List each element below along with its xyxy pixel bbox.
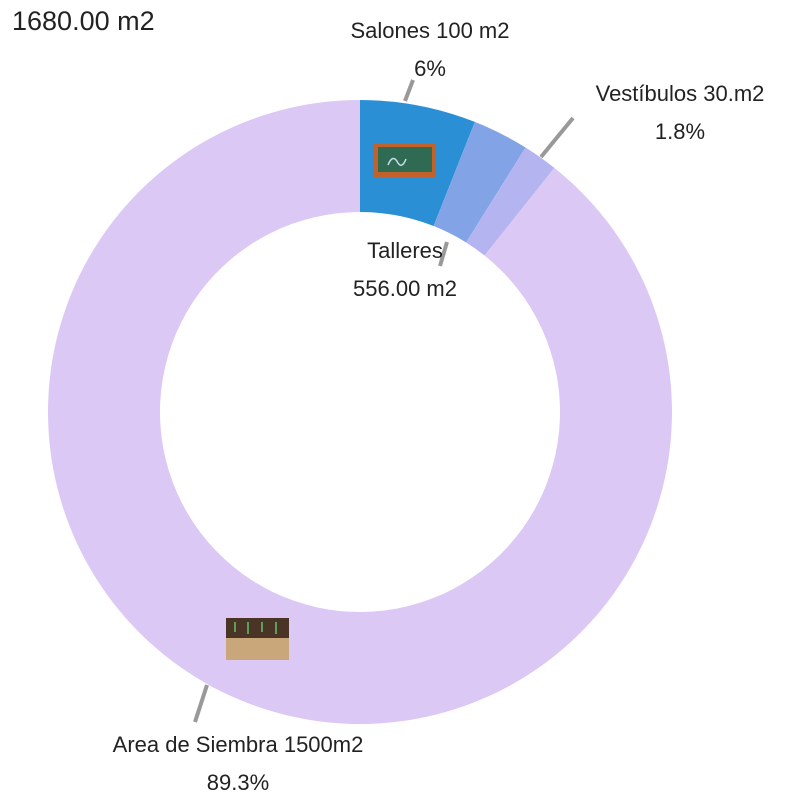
value-label: 89.3%: [38, 764, 438, 796]
value-label: 1.8%: [530, 113, 791, 151]
slice-label: Talleres 556.00 m2: [335, 232, 475, 308]
leader-line: [195, 685, 207, 722]
chalkboard-icon: [374, 143, 436, 177]
chart-title: 1680.00 m2: [12, 6, 155, 37]
slice-label: Vestíbulos 30.m2: [530, 75, 791, 113]
slice-label: Area de Siembra 1500m2: [38, 726, 438, 764]
slice-label: Salones 100 m2: [280, 12, 580, 50]
planter-icon: [226, 618, 289, 660]
chart: 1680.00 m2 Salones 100 m26%Talleres 556.…: [0, 0, 791, 796]
